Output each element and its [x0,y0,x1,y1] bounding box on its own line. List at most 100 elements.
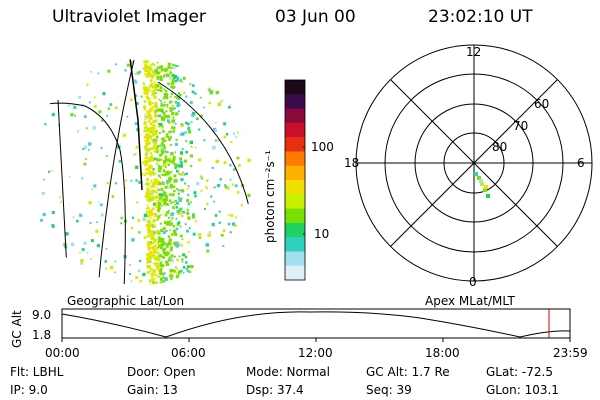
colorbar-segment [285,180,305,195]
emission-pixel [240,204,243,207]
emission-pixel [177,221,181,225]
emission-pixel [164,89,168,93]
emission-pixel [228,283,231,285]
emission-pixel [239,68,243,72]
emission-pixel [150,74,154,78]
emission-pixel [167,62,172,66]
emission-pixel [65,232,69,236]
emission-pixel [165,260,169,264]
emission-pixel [147,159,151,163]
emission-pixel [109,265,114,270]
emission-pixel [161,230,164,232]
emission-pixel [149,212,154,216]
emission-pixel [164,221,167,225]
emission-pixel [182,253,186,257]
emission-pixel [157,244,161,248]
emission-pixel [146,152,149,155]
emission-pixel [130,98,133,102]
emission-pixel [193,191,197,195]
emission-pixel [229,163,232,167]
emission-pixel [168,238,172,242]
emission-pixel [114,260,117,263]
emission-pixel [145,171,148,174]
emission-pixel [163,199,166,202]
emission-pixel [206,179,209,182]
emission-pixel [148,109,152,113]
emission-pixel [188,227,191,229]
emission-pixel [164,155,168,158]
emission-pixel [135,276,139,279]
emission-pixel [147,136,151,140]
emission-pixel [167,163,170,166]
emission-pixel [232,255,236,259]
emission-pixel [163,202,167,206]
emission-pixel [224,185,228,189]
emission-pixel [105,155,108,158]
emission-pixel [147,252,150,255]
filter-info: Flt: LBHL [10,365,64,379]
emission-pixel [144,183,147,185]
emission-pixel [148,220,152,224]
emission-pixel [163,113,166,116]
emission-pixel [162,230,166,235]
emission-pixel [149,157,153,160]
emission-pixel [143,213,148,218]
emission-pixel [151,246,154,250]
emission-pixel [156,146,159,150]
emission-pixel [145,207,148,210]
emission-pixel [181,277,184,280]
emission-pixel [163,250,166,253]
emission-pixel [148,101,152,105]
emission-pixel [151,207,155,211]
emission-pixel [135,179,138,182]
emission-pixel [51,169,53,172]
emission-pixel [184,159,188,163]
emission-pixel [143,136,146,139]
emission-pixel [156,255,159,258]
colorbar-segment [285,251,305,267]
polar-emission-pixel [483,188,487,192]
emission-pixel [235,216,237,219]
emission-pixel [177,273,180,276]
emission-pixel [156,61,159,64]
emission-pixel [161,238,165,242]
emission-pixel [100,213,104,217]
emission-pixel [145,161,149,165]
timeline-xtick: 23:59 [553,346,588,360]
emission-pixel [160,187,164,191]
emission-pixel [159,65,164,69]
emission-pixel [150,154,153,157]
emission-pixel [147,147,151,152]
emission-pixel [231,101,235,104]
emission-pixel [142,67,145,70]
emission-pixel [157,89,160,92]
emission-pixel [184,131,187,134]
emission-pixel [175,143,178,146]
emission-pixel [160,213,163,216]
emission-pixel [234,60,237,64]
emission-pixel [174,203,177,206]
emission-pixel [182,76,186,80]
emission-pixel [146,127,150,131]
emission-pixel [151,191,154,194]
emission-pixel [114,271,116,274]
emission-pixel [33,270,35,273]
emission-pixel [199,175,203,179]
emission-pixel [166,68,169,70]
emission-pixel [161,173,164,176]
emission-pixel [217,139,220,142]
emission-pixel [180,269,183,273]
emission-pixel [222,245,225,247]
emission-pixel [211,166,214,169]
emission-pixel [178,198,182,202]
emission-pixel [186,208,189,211]
emission-pixel [63,283,67,285]
mlt-label-18: 18 [344,156,360,170]
emission-pixel [215,90,219,95]
emission-pixel [151,84,155,89]
emission-pixel [234,77,238,81]
emission-pixel [150,76,153,79]
emission-pixel [169,76,172,80]
emission-pixel [180,173,184,176]
colorbar-segment [285,151,305,167]
